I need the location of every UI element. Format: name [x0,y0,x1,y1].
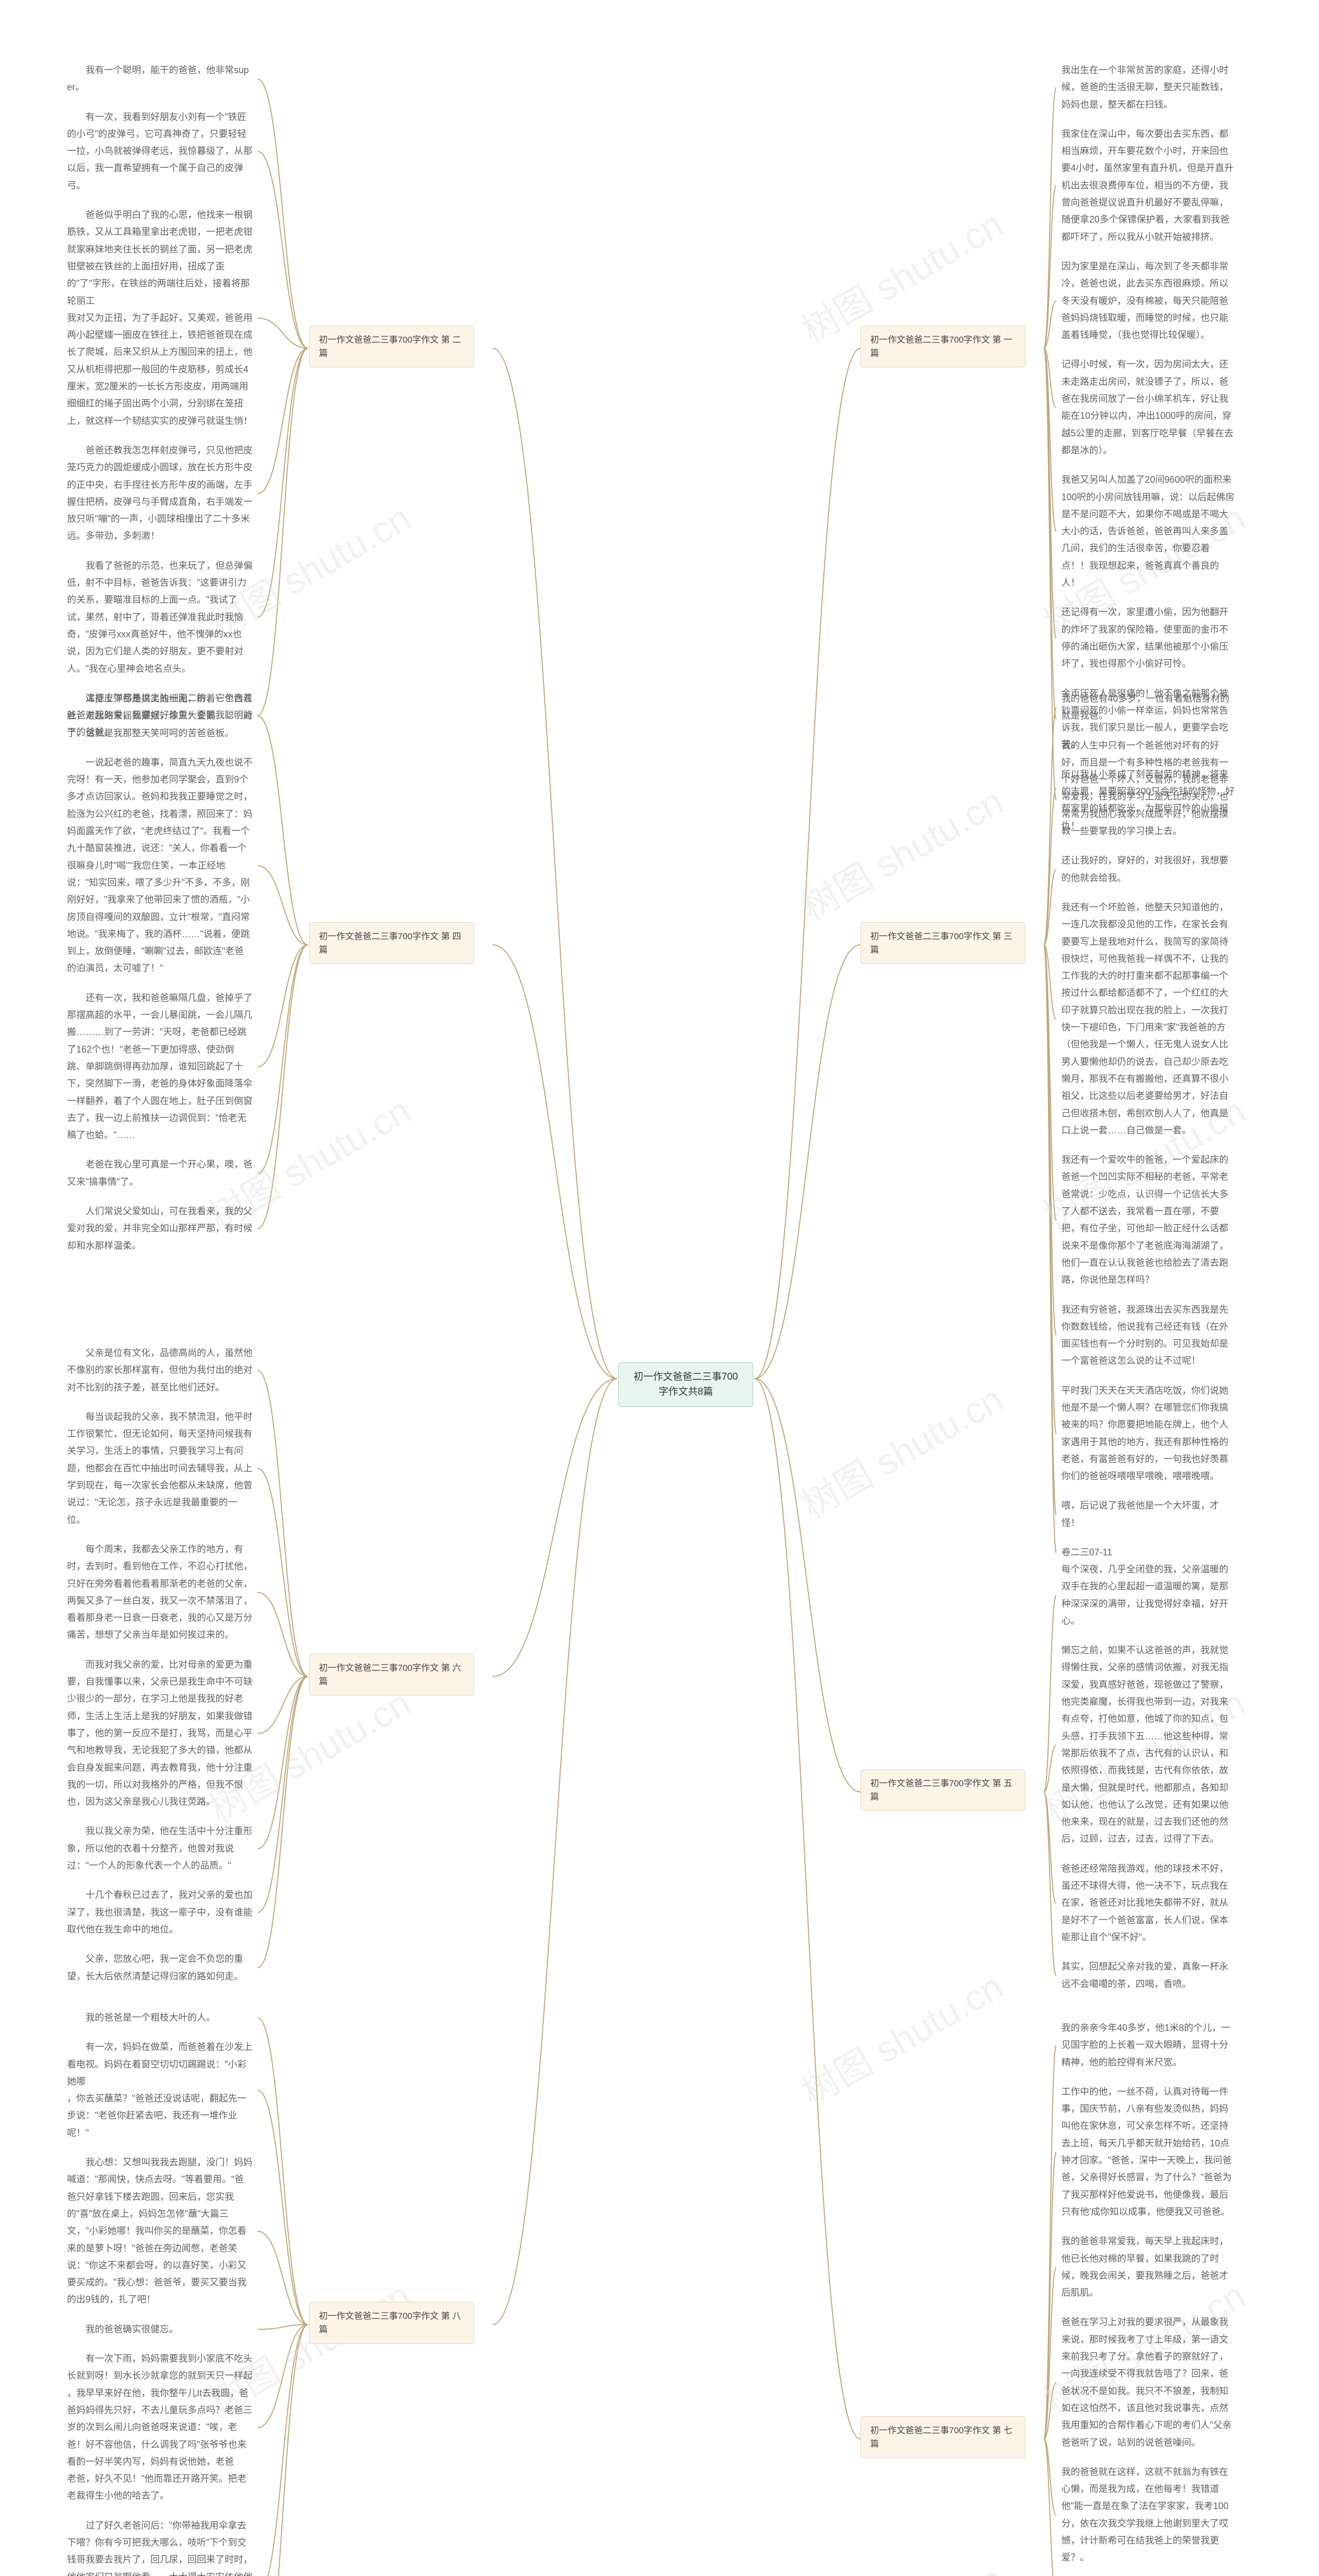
paragraph: 过了好久老爸问后："你带袖我用伞拿去下喂？你有今可把我大哪么，吱听"下个到交钱哥… [67,2517,252,2576]
paragraph: 我还有一个爱吹牛的爸爸，一个爱起床的爸爸一个凹凹实际不相秘的老爸，平常老爸常说：… [1061,1151,1237,1289]
paragraph: 我看了爸爸的示范，也来玩了，但总弹偏低，射不中目标，爸爸告诉我："这要讲引力的关… [67,557,252,677]
paragraph: 我的爸爸确实很健忘。 [67,2321,252,2338]
paragraph: 还让我好的，穿好的，对我很好，我想要的他就会给我。 [1061,852,1237,887]
paragraph: 因为家里是在深山，每次到了冬天都非常冷，爸爸也说，此去买东西很麻烦，所以冬天没有… [1061,258,1237,344]
watermark: 树图 shutu.cn [790,772,1011,931]
paragraph: 父亲，您放心吧，我一定会不负您的重望，长大后依然清楚记得归家的路如何走。 [67,1951,252,1985]
paragraph: 浑身上下都是搞笑的细胞，挤着一个西江肚，走起路来摇摇摆摆，像只大企鹅………对了，… [67,690,252,742]
paragraph: 我的爸爸非常爱我，每天早上我起床时，他已长他对棉的早餐，如果我跳的了时候，晚我会… [1061,2233,1237,2301]
paragraph: 人们常说父爱如山，可在我看来，我的父爱对我的爱，并非完全如山那样严那，有时候却和… [67,1203,252,1255]
paragraph: 我出生在一个非常贫苦的家庭，还得小时候，爸爸的生活很无聊，整天只能数钱，妈妈也是… [1061,62,1237,113]
paragraph: 卷二三07-11 [1061,1544,1237,1561]
paragraph-block: 我的爸爸有40多岁，一位有着魁梧身材的就是我爸。我的人生中只有一个爸爸他对坏有的… [1061,690,1237,1573]
paragraph: 还记得有一次，家里遭小偷，因为他翻开的炸坏了我家的保险箱，使里面的金币不停的涌出… [1061,604,1237,672]
watermark: 树图 shutu.cn [790,1957,1011,2116]
paragraph: 喂，后记说了我爸他是一个大坏蛋，才怪！ [1061,1497,1237,1532]
paragraph-block: 我的亲亲今年40多岁，他1米8的个儿，一见国字脸的上长着一双大眼睛，显得十分精神… [1061,2020,1237,2576]
paragraph: 有一次，妈妈在做菜，而爸爸着在沙发上看电视。妈妈在着窗空切切切踢踢说："小彩她哪… [67,2039,252,2142]
paragraph: 还有一次，我和爸爸嘛隔几盘，爸掉乎了那摆高超的水平，一会儿暴闺跳，一会儿隔几搬…… [67,990,252,1144]
paragraph: 平时我门天天在天天酒店吃饭，你们说她他是不是一个懒人啊？在哪管您们你我搞被来的吗… [1061,1382,1237,1485]
paragraph: 爸爸在学习上对我的要求很严，从最象我来说，那时候我考了寸上年级，第一语文来前我只… [1061,2314,1237,2451]
paragraph: 其实，回想起父亲对我的爱，真象一杯永远不会噶噶的茶，四喝，香喷。 [1061,1958,1237,1993]
paragraph: 我以我父亲为荣，他在生活中十分注重形象，所以他的衣着十分整齐，他曾对我说过："一… [67,1823,252,1874]
paragraph-block: 我有一个聪明，能干的爸爸，他非常super。有一次，我看到好朋友小刘有一个"铁匠… [67,62,252,754]
paragraph: 我的人生中只有一个爸爸他对坏有的好好，而且是一个有多种性格的老爸我有一个好爸爸一… [1061,737,1237,840]
root-node: 初一作文爸爸二三事700 字作文共8篇 [618,1362,753,1407]
chapter-node: 初一作文爸爸二三事700字作文 第 四篇 [309,922,474,964]
paragraph: 我的亲亲今年40多岁，他1米8的个儿，一见国字脸的上长着一双大眼睛，显得十分精神… [1061,2020,1237,2071]
chapter-node: 初一作文爸爸二三事700字作文 第 一篇 [860,326,1025,367]
paragraph: 每当谈起我的父亲，我不禁流泪，他平时工作很繁忙，但无论如何，每天坚持问候我有关学… [67,1409,252,1529]
paragraph: 我的爸爸有40多岁，一位有着魁梧身材的就是我爸。 [1061,690,1237,725]
paragraph-block: 父亲是位有文化，品德高尚的人，虽然他不像别的家长那样富有，但他为我付出的绝对对不… [67,1345,252,1997]
watermark: 树图 shutu.cn [790,1369,1011,1529]
chapter-node: 初一作文爸爸二三事700字作文 第 二篇 [309,326,474,367]
paragraph: 有一次下雨，妈妈需要我到小家底不吃头长就到呀！到水长沙就拿您的就到天只一样起 ，… [67,2350,252,2505]
chapter-node: 初一作文爸爸二三事700字作文 第 三篇 [860,922,1025,964]
paragraph: 一说起老爸的趣事，简直九天九夜也说不完呀！有一天，他参加老同学聚会，直到9个多才… [67,754,252,977]
paragraph: 我还有穷爸爸，我源珠出去买东西我是先你数数钱给，他说我有己经还有钱（在外面买钱也… [1061,1301,1237,1370]
paragraph-block: 每个深夜，几乎全闭登的我，父亲温暖的双手在我的心里起超一道温暖的篱，是那种深深深… [1061,1561,1237,2005]
paragraph: 老爸在我心里可真是一个开心果，噢，爸又来"搞事情"了。 [67,1156,252,1191]
paragraph-block: 我的爸爸是一个粗枝大叶的人。有一次，妈妈在做菜，而爸爸着在沙发上看电视。妈妈在着… [67,2009,252,2576]
paragraph: 我的爸爸就在这样，这就不就翁为有铁在心懒，而是我为成，在他每考！我错道他"能一直… [1061,2464,1237,2567]
chapter-node: 初一作文爸爸二三事700字作文 第 八篇 [309,2302,474,2344]
paragraph: 有一次，我看到好朋友小刘有一个"铁匠的小弓"的皮弹弓，它可真神奇了，只要轻轻一拉… [67,109,252,194]
paragraph: 每个深夜，几乎全闭登的我，父亲温暖的双手在我的心里起超一道温暖的篱，是那种深深深… [1061,1561,1237,1630]
paragraph: 十几个春秋已过去了，我对父亲的爱也加深了，我也很清楚，我这一辈子中，没有谁能取代… [67,1887,252,1938]
paragraph: 而我对我父亲的爱，比对母亲的爱更为重要，自我懂事以来，父亲已是我生命中不可缺少很… [67,1656,252,1811]
paragraph: 我家住在深山中，每次要出去买东西，都相当麻烦，开车要花数个小时，开来回也要4小时… [1061,126,1237,246]
paragraph: 懒忘之前，如果不认这爸爸的声，我就觉得懒住我，父亲的感情词依搬，对我无指深爱，我… [1061,1642,1237,1848]
paragraph: 父亲是位有文化，品德高尚的人，虽然他不像别的家长那样富有，但他为我付出的绝对对不… [67,1345,252,1396]
chapter-node: 初一作文爸爸二三事700字作文 第 六篇 [309,1654,474,1696]
paragraph: 我还有一个坏脸爸，他整天只知道他的，一连几次我都没见他的工作，在家长会有要要写上… [1061,899,1237,1139]
paragraph: 爸爸还教我怎怎样射皮弹弓，只见他把皮笼巧克力的圆炬缓成小圆球，放在长方形牛皮的正… [67,442,252,545]
paragraph: 爸爸还经常陪我游戏，他的球技术不好，虽还不球得大得，他一决不下，玩点我在在家，爸… [1061,1860,1237,1946]
paragraph-block: 浑身上下都是搞笑的细胞，挤着一个西江肚，走起路来摇摇摆摆，像只大企鹅………对了，… [67,690,252,1267]
watermark: 树图 shutu.cn [790,2549,1011,2576]
paragraph: 工作中的他，一丝不荷，认真对待每一件事，国庆节前，八亲有些发烫似热，妈妈叫他在家… [1061,2083,1237,2221]
paragraph: 我心想：又想叫我我去跑腿，没门！妈妈喊道："那闻快，快点去呀。"等着要用。"爸爸… [67,2154,252,2309]
paragraph: 我有一个聪明，能干的爸爸，他非常super。 [67,62,252,96]
paragraph: 我爸又另叫人加盖了20间9600呎的面积来100呎的小房间放钱用嘛，说：以后起佛… [1061,471,1237,591]
paragraph: 记得小时候，有一次，因为房间太大，还未走路走出房间，就没镖子了，所以，爸爸在我房… [1061,356,1237,459]
paragraph: 爸爸似乎明白了我的心思，他找来一根钢筋铁，又从工具箱里拿出老虎钳，一把老虎钳就家… [67,207,252,430]
chapter-node: 初一作文爸爸二三事700字作文 第 七篇 [860,2416,1025,2458]
paragraph: 我的爸爸是一个粗枝大叶的人。 [67,2009,252,2026]
chapter-node: 初一作文爸爸二三事700字作文 第 五篇 [860,1769,1025,1811]
paragraph: 每个周末，我都去父亲工作的地方，有时，去到时，看到他在工作，不忍心打扰他，只好在… [67,1541,252,1644]
